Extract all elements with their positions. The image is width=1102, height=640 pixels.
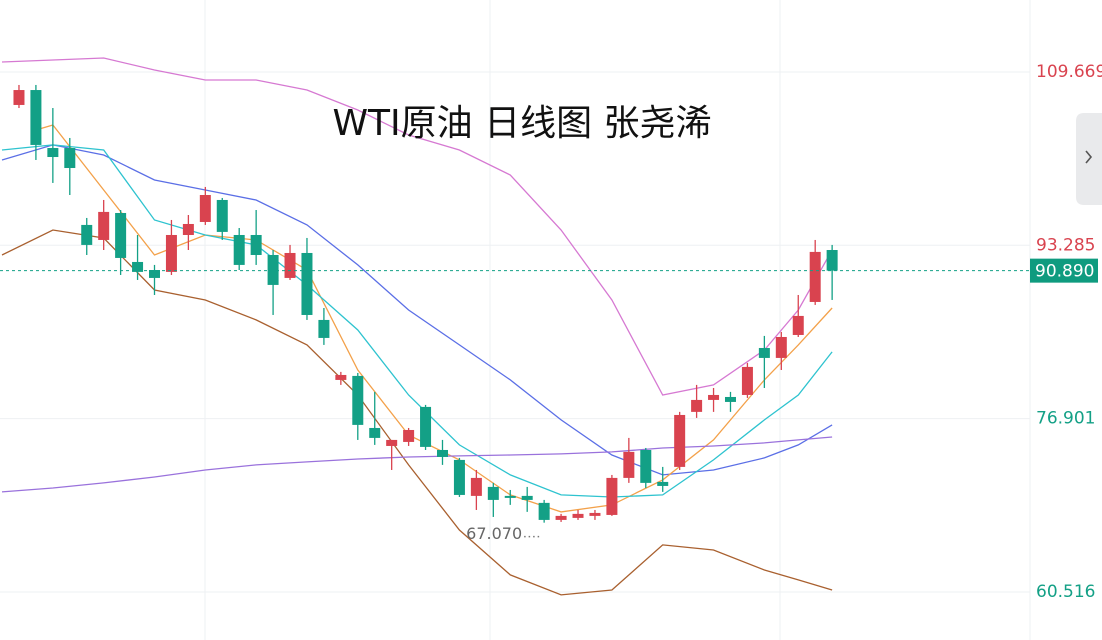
candle-body bbox=[149, 270, 160, 278]
candle-body bbox=[606, 477, 618, 515]
candle-body bbox=[115, 212, 127, 258]
candle-body bbox=[741, 366, 753, 395]
chart-title: WTI原油 日线图 张尧浠 bbox=[332, 103, 711, 144]
candle-body bbox=[809, 251, 821, 302]
y-tick-label: 109.669 bbox=[1036, 62, 1102, 82]
candle-body bbox=[284, 252, 296, 278]
candle-body bbox=[504, 495, 516, 498]
indicator-line bbox=[1, 229, 833, 596]
candles bbox=[13, 84, 838, 523]
candle-body bbox=[13, 90, 25, 105]
indicator-line bbox=[1, 436, 833, 493]
candle-body bbox=[132, 261, 144, 272]
candle-body bbox=[233, 234, 245, 265]
candle-body bbox=[470, 477, 482, 496]
candle-body bbox=[81, 224, 93, 245]
candle-body bbox=[674, 414, 686, 467]
candle-body bbox=[250, 234, 262, 255]
current-price-label: 90.890 bbox=[1035, 262, 1094, 282]
candle-body bbox=[199, 194, 211, 222]
labels: 60.516 76.901 93.285 109.669 67.070 90.890 bbox=[0, 62, 1102, 602]
candle-body bbox=[30, 90, 42, 145]
indicator-line bbox=[35, 124, 833, 513]
candle-body bbox=[758, 347, 770, 358]
candle-body bbox=[708, 394, 720, 400]
candle-body bbox=[216, 199, 228, 232]
candle-body bbox=[165, 234, 177, 272]
candle-body bbox=[724, 396, 736, 402]
candle-body bbox=[98, 211, 110, 240]
candle-body bbox=[436, 449, 448, 457]
candle-body bbox=[623, 451, 635, 478]
candle-body bbox=[691, 399, 703, 412]
indicator-line bbox=[1, 57, 833, 396]
chevron-icon[interactable] bbox=[1085, 150, 1093, 164]
candle-body bbox=[47, 148, 59, 158]
candle-body bbox=[792, 315, 804, 335]
candle-body bbox=[369, 427, 381, 438]
candle-body bbox=[775, 336, 787, 358]
indicator-line bbox=[1, 144, 833, 498]
candle-body bbox=[826, 250, 838, 271]
y-tick-label: 93.285 bbox=[1036, 235, 1095, 255]
current-price-box bbox=[1030, 258, 1098, 283]
candle-body bbox=[301, 252, 313, 315]
vertical-grid bbox=[204, 0, 1031, 640]
candle-body bbox=[182, 223, 194, 235]
low-annotation: 67.070 bbox=[466, 524, 522, 543]
side-panel-toggle[interactable] bbox=[1076, 113, 1102, 205]
y-tick-label: 60.516 bbox=[1036, 582, 1095, 602]
indicator-line bbox=[1, 144, 833, 476]
candle-body bbox=[386, 439, 398, 446]
candle-body bbox=[420, 406, 432, 447]
overlays bbox=[1, 57, 833, 596]
y-tick-label: 76.901 bbox=[1036, 409, 1095, 429]
candle-body bbox=[572, 513, 584, 518]
candle-body bbox=[335, 374, 347, 380]
candle-body bbox=[318, 319, 330, 338]
candle-body bbox=[521, 495, 533, 500]
candle-body bbox=[657, 481, 669, 486]
candle-body bbox=[555, 515, 567, 520]
candle-body bbox=[640, 449, 652, 483]
candle-body bbox=[64, 148, 76, 169]
candle-body bbox=[538, 502, 550, 520]
candle-body bbox=[267, 254, 279, 285]
candle-body bbox=[352, 375, 364, 425]
candle-body bbox=[589, 512, 601, 516]
candle-body bbox=[487, 486, 499, 500]
candle-body bbox=[403, 429, 415, 442]
candle-body bbox=[453, 459, 465, 495]
